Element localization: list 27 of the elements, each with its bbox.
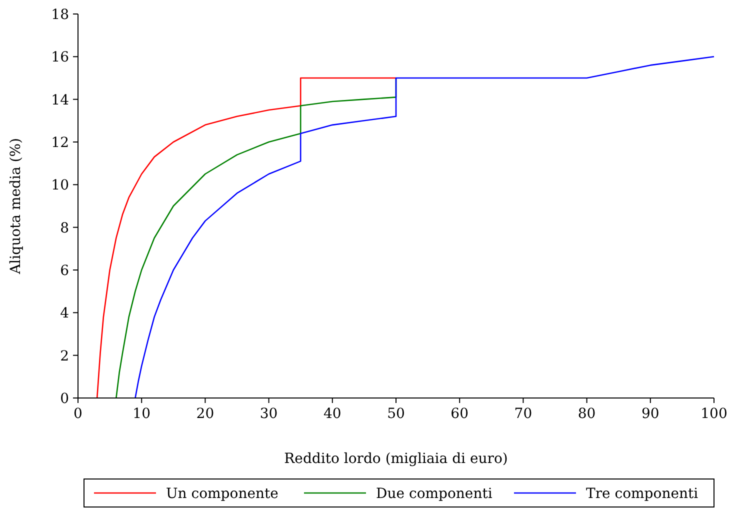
- y-tick-label: 2: [60, 348, 69, 364]
- line-series: [134, 56, 715, 399]
- x-axis-title: Reddito lordo (migliaia di euro): [284, 451, 508, 467]
- x-tick-label: 100: [700, 406, 728, 422]
- y-tick-label: 6: [60, 263, 70, 279]
- x-tick-label: 60: [450, 406, 469, 422]
- legend-label: Tre componenti: [586, 486, 699, 502]
- x-tick-label: 80: [578, 406, 596, 422]
- y-tick-label: 18: [51, 7, 69, 23]
- legend-label: Due componenti: [376, 486, 493, 502]
- y-tick-label: 12: [51, 135, 69, 151]
- legend-label: Un componente: [166, 486, 278, 502]
- y-axis-title: Aliquota media (%): [8, 138, 24, 275]
- x-tick-label: 0: [74, 406, 82, 422]
- x-tick-label: 10: [132, 406, 151, 422]
- y-tick-label: 8: [60, 220, 69, 236]
- y-tick-label: 16: [51, 50, 70, 66]
- x-tick-label: 70: [514, 406, 532, 422]
- x-tick-label: 20: [196, 406, 214, 422]
- x-tick-label: 40: [323, 406, 342, 422]
- x-tick-label: 30: [260, 406, 278, 422]
- x-tick-label: 50: [387, 406, 405, 422]
- y-tick-label: 14: [51, 92, 70, 108]
- y-tick-label: 4: [60, 306, 70, 322]
- y-tick-label: 0: [60, 391, 69, 407]
- y-tick-label: 10: [51, 178, 69, 194]
- x-tick-label: 90: [641, 406, 660, 422]
